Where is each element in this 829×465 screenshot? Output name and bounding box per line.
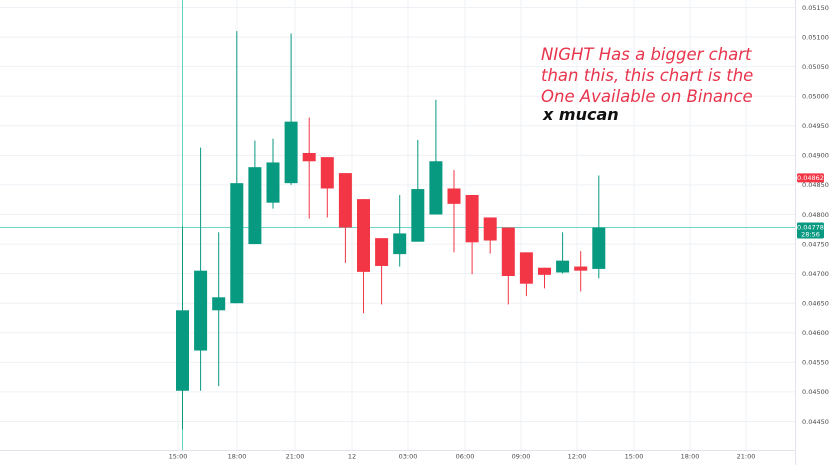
time-tick-label: 21:00 xyxy=(737,453,756,461)
candle-body xyxy=(574,266,588,271)
last-price-tag-label: 0.04778 xyxy=(797,223,824,231)
annotation-signature: x mucan xyxy=(543,105,619,124)
candle-body xyxy=(194,270,208,351)
candle-bullish xyxy=(592,175,606,279)
price-tick-label: 0.04500 xyxy=(802,388,829,396)
price-axis[interactable]: 0.05150 0.05100 0.05050 0.05000 0.04950 0.049… xyxy=(802,4,829,426)
candle-body xyxy=(592,227,606,269)
time-tick-label: 12:00 xyxy=(568,453,587,461)
candle-bullish xyxy=(212,232,226,387)
candle-bearish xyxy=(357,199,370,314)
candle-bearish xyxy=(302,117,316,219)
candle-body xyxy=(338,173,352,228)
price-tick-label: 0.04650 xyxy=(802,300,829,308)
candle-body xyxy=(393,233,407,255)
annotation-text: NIGHT Has a bigger chart than this, this… xyxy=(541,45,754,106)
candle-bullish xyxy=(411,139,425,242)
price-tick-label: 0.05100 xyxy=(802,33,829,41)
price-tick-label: 0.04850 xyxy=(802,181,829,189)
price-tick-label: 0.05150 xyxy=(802,4,829,12)
time-tick-label: 12 xyxy=(348,453,356,461)
candle-bearish xyxy=(501,227,515,305)
candle-bullish xyxy=(266,138,280,209)
candle-body xyxy=(447,188,461,204)
candle-bearish xyxy=(465,194,479,275)
candle-body xyxy=(266,162,280,203)
candle-body xyxy=(357,199,370,272)
candle-bearish xyxy=(375,238,389,305)
candle-body xyxy=(284,121,298,184)
time-tick-label: 15:00 xyxy=(169,453,188,461)
candles xyxy=(176,31,606,430)
candle-bearish xyxy=(483,217,497,254)
high-price-tag-label: 0.04862 xyxy=(797,174,824,182)
candle-body xyxy=(501,227,515,277)
candle-body xyxy=(230,183,244,304)
candle-bearish xyxy=(574,251,588,292)
high-price-tag xyxy=(797,173,824,183)
candle-body xyxy=(483,217,497,241)
price-tick-label: 0.04800 xyxy=(802,211,829,219)
price-tick-label: 0.04550 xyxy=(802,359,829,367)
candle-bearish xyxy=(320,157,334,218)
candle-bearish xyxy=(447,170,461,253)
candle-body xyxy=(320,157,334,189)
price-tick-label: 0.04700 xyxy=(802,270,829,278)
time-tick-label: 18:00 xyxy=(228,453,247,461)
candle-body xyxy=(538,267,551,275)
candle-body xyxy=(375,238,389,266)
candle-body xyxy=(248,167,262,245)
time-axis[interactable]: 15:00 18:00 21:00 12 03:00 06:00 09:00 12:00 15:… xyxy=(169,453,756,461)
candle-bullish xyxy=(393,194,407,267)
candle-bullish xyxy=(176,226,189,430)
price-tick-label: 0.04750 xyxy=(802,240,829,248)
candle-body xyxy=(465,194,479,243)
time-tick-label: 09:00 xyxy=(512,453,531,461)
time-tick-label: 21:00 xyxy=(286,453,305,461)
price-tick-label: 0.04950 xyxy=(802,122,829,130)
candle-bearish xyxy=(338,173,352,263)
candle-bullish xyxy=(230,31,244,304)
time-tick-label: 18:00 xyxy=(681,453,700,461)
candle-body xyxy=(429,161,443,215)
last-price-tag xyxy=(797,222,824,239)
candle-bearish xyxy=(538,267,551,289)
price-tick-label: 0.04900 xyxy=(802,152,829,160)
candle-bullish xyxy=(556,232,570,274)
candle-body xyxy=(212,297,226,311)
candle-bearish xyxy=(519,252,533,297)
time-tick-label: 03:00 xyxy=(399,453,418,461)
candle-body xyxy=(302,152,316,162)
grid xyxy=(0,0,796,465)
candle-body xyxy=(556,260,570,273)
price-tick-label: 0.05000 xyxy=(802,93,829,101)
candle-bullish xyxy=(284,33,298,185)
time-tick-label: 06:00 xyxy=(456,453,475,461)
price-tick-label: 0.04450 xyxy=(802,418,829,426)
candle-bullish xyxy=(429,99,443,215)
candle-body xyxy=(176,310,189,391)
time-tick-label: 15:00 xyxy=(625,453,644,461)
candle-body xyxy=(519,252,533,284)
price-tick-label: 0.05050 xyxy=(802,63,829,71)
price-tick-label: 0.04600 xyxy=(802,329,829,337)
candle-body xyxy=(411,189,425,242)
countdown-label: 28:56 xyxy=(801,231,820,239)
candle-bullish xyxy=(194,147,208,391)
candle-bullish xyxy=(248,140,262,245)
